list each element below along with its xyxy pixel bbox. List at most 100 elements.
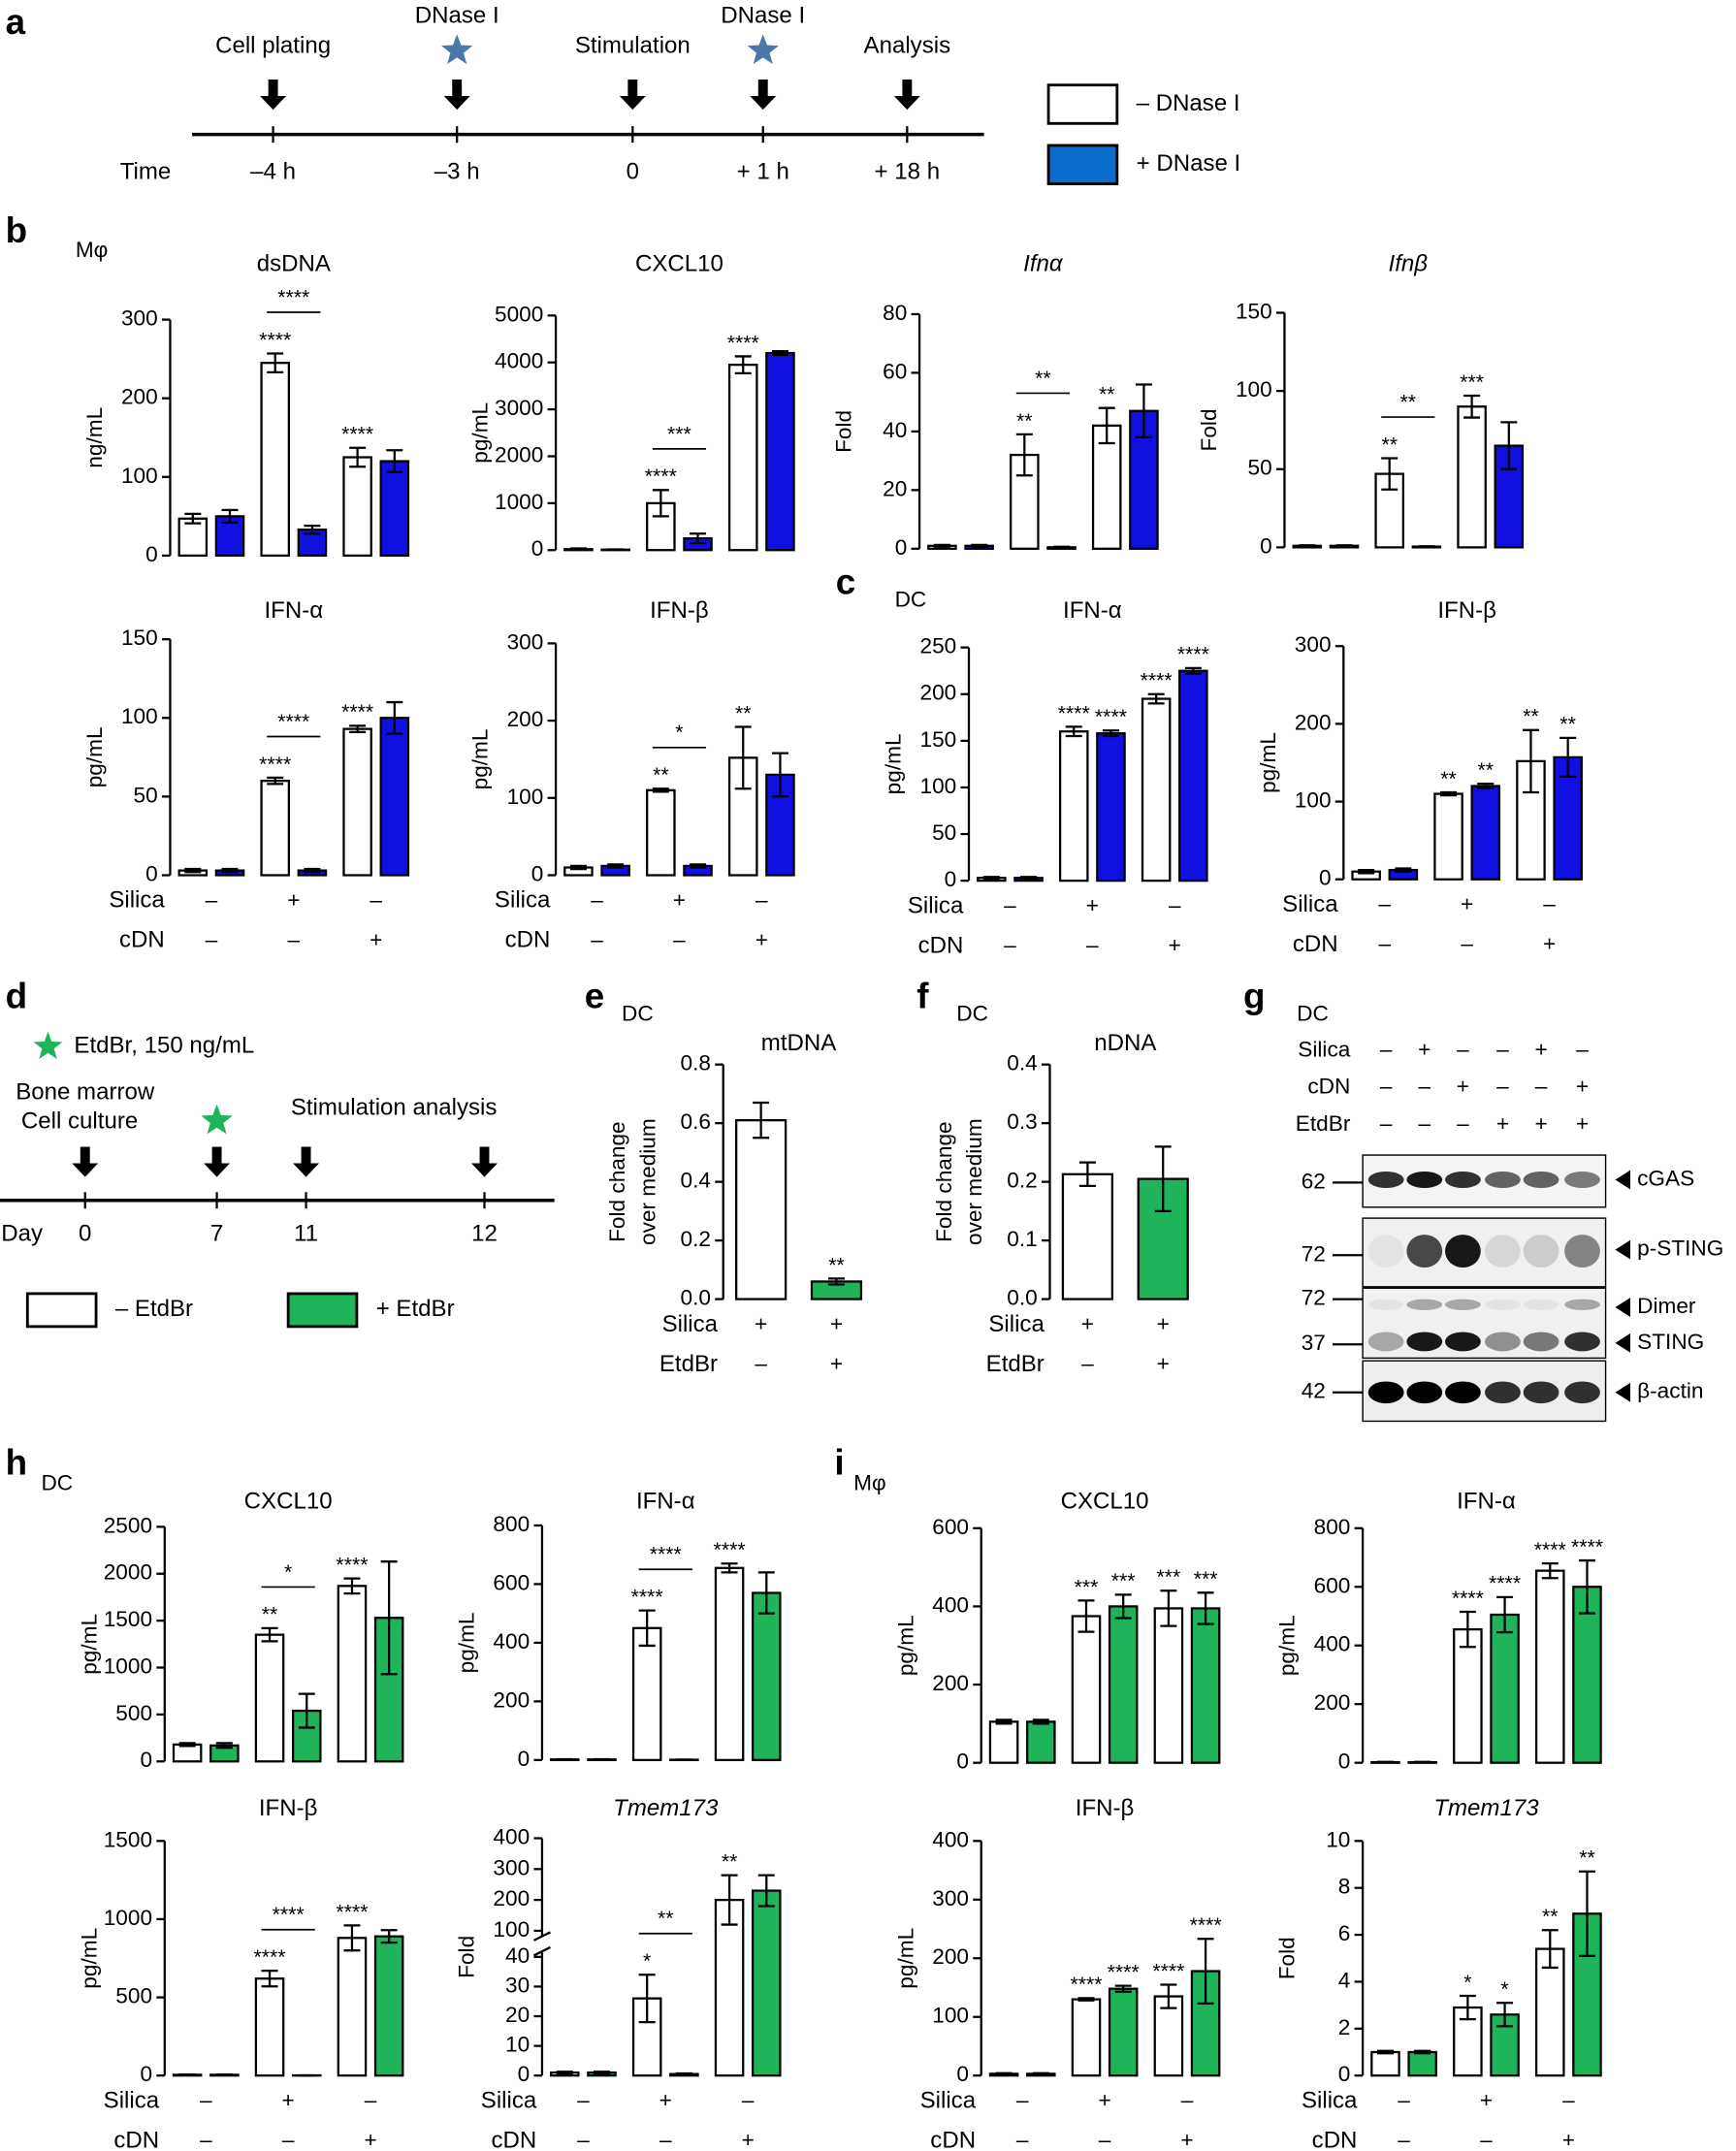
y-tick-label: 0.4 (1007, 1051, 1037, 1076)
significance: **** (714, 1539, 746, 1561)
row-value: – (755, 887, 768, 912)
y-tick-label: 400 (932, 1827, 969, 1851)
y-tick-label: 600 (493, 1570, 530, 1594)
y-tick-label: 4 (1338, 1968, 1351, 1992)
chart-title: nDNA (1094, 1030, 1156, 1056)
y-axis-label: pg/mL (1256, 732, 1280, 793)
y-tick-label: 8 (1338, 1875, 1351, 1899)
band-label: cGAS (1637, 1166, 1694, 1190)
significance: **** (1177, 644, 1209, 666)
row-value: – (288, 927, 301, 951)
bar (1129, 409, 1159, 550)
band (1445, 1332, 1481, 1352)
row-value: – (1380, 1111, 1393, 1136)
band (1523, 1172, 1559, 1188)
y-tick-label: 600 (932, 1515, 969, 1539)
y-tick-label: 0.2 (681, 1227, 711, 1251)
chart-title: IFN-β (1076, 1795, 1135, 1821)
significance: **** (1452, 1588, 1484, 1610)
bar (1516, 759, 1546, 881)
legend-label: – DNase I (1137, 90, 1240, 116)
cell-label: DC (622, 1002, 654, 1026)
y-axis-label: Fold change (932, 1121, 956, 1242)
band (1406, 1172, 1443, 1188)
row-label: Silica (109, 887, 165, 914)
band (1445, 1381, 1481, 1404)
y-tick-label: 2500 (104, 1513, 152, 1537)
row-value: – (1380, 1075, 1393, 1099)
significance: ** (1477, 759, 1494, 782)
band (1564, 1299, 1600, 1310)
blot-box (1362, 1287, 1607, 1360)
marker-label: 72 (1302, 1286, 1326, 1310)
y-tick-label: 0 (1260, 533, 1272, 558)
row-value: – (1457, 1111, 1469, 1136)
bar (1071, 1998, 1102, 2077)
row-value: + (1418, 1038, 1431, 1062)
panel-label: h (6, 1442, 27, 1482)
arrow (260, 80, 287, 111)
row-value: + (1543, 932, 1556, 956)
y-tick-label: 0 (1338, 2062, 1351, 2086)
y-axis-label: pg/mL (82, 726, 107, 787)
bar (1108, 1987, 1139, 2077)
y-tick-label: 4000 (495, 349, 543, 373)
band (1485, 1332, 1521, 1352)
y-tick-label: 0.4 (681, 1169, 711, 1193)
y-tick-label: 0 (518, 1747, 530, 1771)
row-label: Silica (481, 2087, 537, 2113)
y-tick-label: 2000 (495, 442, 543, 466)
panel-label: a (6, 2, 26, 42)
band (1523, 1299, 1559, 1310)
y-tick-label: 100 (1236, 377, 1272, 401)
panel-label: d (6, 977, 27, 1016)
y-tick-label: 2 (1338, 2015, 1351, 2039)
time-label: 7 (210, 1220, 223, 1246)
y-tick-label: 1500 (104, 1607, 152, 1631)
band (1367, 1235, 1404, 1268)
bar (172, 1743, 203, 1763)
arrow (750, 80, 777, 111)
row-value: – (1496, 1075, 1509, 1099)
chart-title: IFN-α (264, 597, 323, 624)
band (1564, 1172, 1600, 1188)
y-axis-label: pg/mL (455, 1612, 479, 1673)
band (1564, 1332, 1600, 1352)
chart-title: Tmem173 (1433, 1795, 1539, 1821)
significance: **** (341, 424, 373, 446)
legend-swatch (286, 1292, 359, 1329)
event-label: DNase I (721, 2, 805, 28)
y-tick-label: 300 (507, 629, 544, 654)
y-axis-label: over medium (635, 1118, 659, 1245)
row-value: – (1535, 1075, 1548, 1099)
row-value: – (577, 2128, 590, 2151)
significance: ** (658, 1908, 674, 1930)
bar (1091, 424, 1122, 550)
y-axis-label: Fold change (605, 1121, 629, 1242)
row-value: – (206, 887, 218, 912)
y-tick-label: 800 (493, 1512, 530, 1536)
bar (1108, 1605, 1139, 1764)
bar (379, 460, 410, 558)
y-tick-label: 5000 (495, 302, 543, 326)
row-value: – (1016, 2088, 1029, 2112)
row-label: cDN (918, 932, 964, 958)
star-label: EtdBr, 150 ng/mL (74, 1033, 254, 1059)
time-label: + 18 h (875, 159, 941, 185)
y-tick-label: 200 (507, 707, 544, 731)
significance: **** (631, 1587, 663, 1609)
y-tick-label: 0 (895, 535, 908, 560)
significance: * (643, 1950, 651, 1973)
y-axis-label: pg/mL (1275, 1615, 1300, 1676)
row-value: – (1086, 933, 1099, 957)
row-label: Silica (920, 2087, 977, 2113)
y-axis-label: pg/mL (882, 733, 906, 794)
y-tick-label: 100 (507, 785, 544, 809)
y-axis-label: Fold (832, 410, 856, 453)
y-tick-label: 0.1 (1007, 1227, 1037, 1251)
row-value: + (1576, 1075, 1589, 1099)
y-tick-label: 200 (121, 385, 158, 409)
y-tick-label: 60 (883, 359, 907, 383)
row-value: – (1562, 2088, 1575, 2112)
y-tick-label: 400 (932, 1592, 969, 1617)
